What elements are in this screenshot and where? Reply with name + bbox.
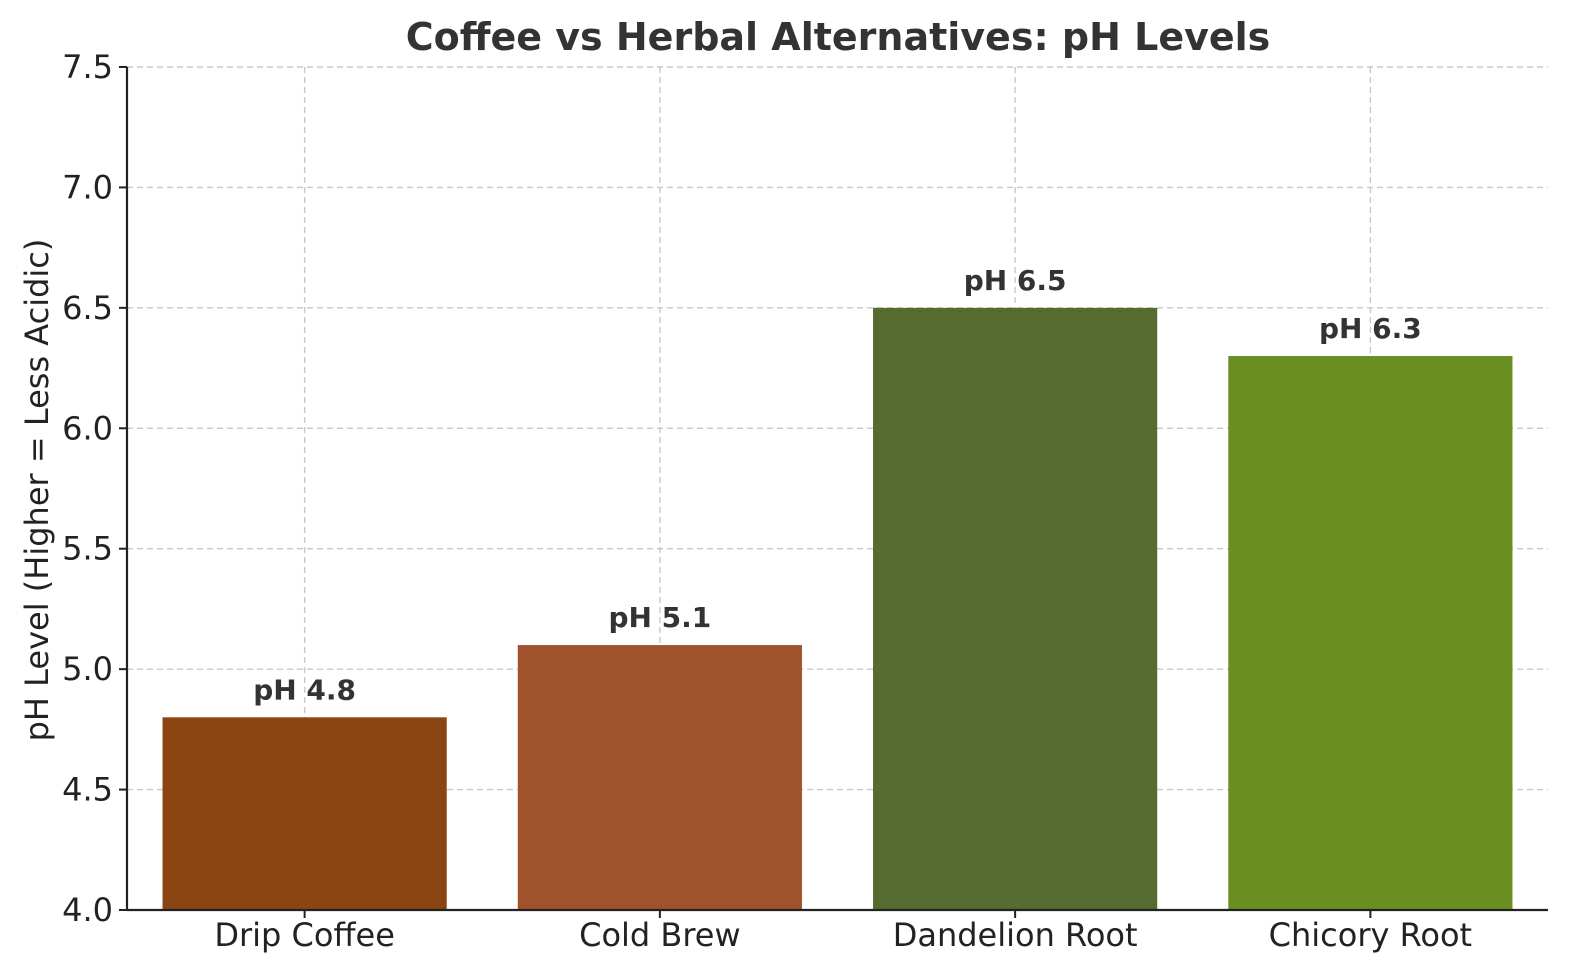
y-tick-label: 7.0 [62,168,113,206]
y-tick-label: 6.0 [62,409,113,447]
bar [517,645,802,910]
y-tick-label: 7.5 [62,48,113,86]
bar [873,307,1158,910]
bar-value-label: pH 5.1 [608,601,711,634]
y-tick-label: 4.0 [62,891,113,929]
y-tick-label: 6.5 [62,289,113,327]
bar-value-label: pH 4.8 [253,673,356,706]
x-tick-label: Drip Coffee [214,916,395,954]
y-axis-title: pH Level (Higher = Less Acidic) [18,239,56,742]
x-tick-label: Chicory Root [1269,916,1472,954]
y-tick-label: 4.5 [62,771,113,809]
labels: 4.0 4.5 5.0 5.5 6.0 6.5 7.0 7.5 Drip Coffee pH 4.… [62,48,1472,954]
y-tick-label: 5.5 [62,530,113,568]
x-tick-label: Cold Brew [579,916,741,954]
bars [162,307,1513,910]
bar [162,717,447,910]
bar-value-label: pH 6.3 [1319,312,1422,345]
bar [1228,356,1513,910]
x-tick-label: Dandelion Root [893,916,1138,954]
y-tick-label: 5.0 [62,650,113,688]
chart-title: Coffee vs Herbal Alternatives: pH Levels [406,15,1271,59]
axes [119,66,1548,918]
bar-value-label: pH 6.5 [964,264,1067,297]
